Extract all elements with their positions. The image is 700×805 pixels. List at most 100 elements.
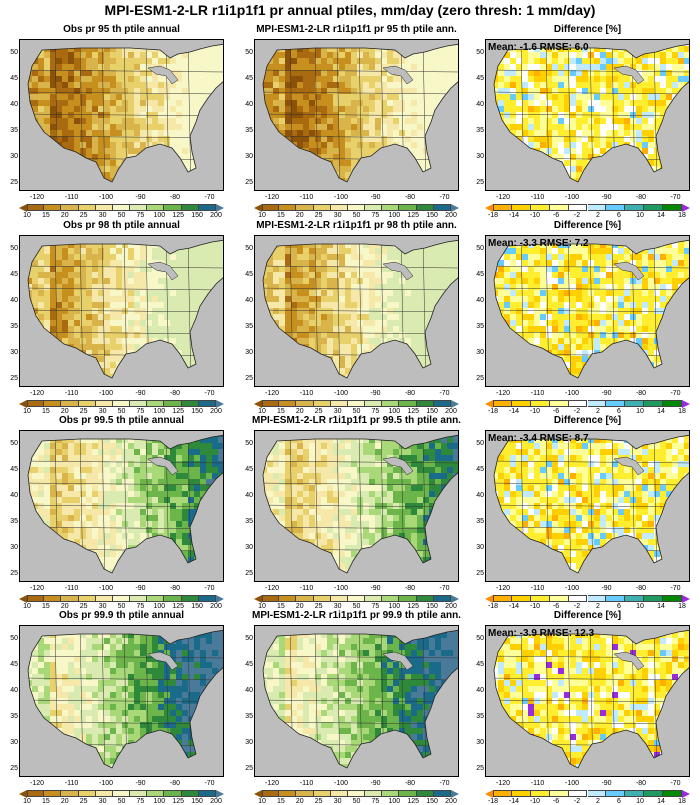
lon-tick-label: -90 [595,585,619,592]
colorbar-tick-label: 25 [309,212,329,219]
lon-tick-label: -90 [364,585,388,592]
colorbar-segment [130,400,147,407]
colorbar-segment [663,400,682,407]
colorbar-tick-label: 200 [206,603,226,610]
colorbar-tick-label: 14 [651,212,671,219]
colorbar-tick-label: 75 [365,408,385,415]
colorbar-segment [399,790,416,797]
map-graphic [486,236,690,387]
colorbar-segment [262,204,279,211]
colorbar-segment [79,790,96,797]
colorbar-tick-label: 14 [651,408,671,415]
lon-tick-label: -90 [129,585,153,592]
lon-tick-label: -120 [491,585,515,592]
colorbar-segment [399,595,416,602]
colorbar-tick-label: 20 [55,603,75,610]
lon-tick-label: -70 [664,194,688,201]
lon-tick-label: -120 [260,194,284,201]
lon-tick-label: -70 [433,194,457,201]
lon-tick-label: -120 [25,390,49,397]
lon-tick-label: -90 [129,390,153,397]
colorbar-segment [331,204,348,211]
colorbar-tick-label: -18 [483,603,503,610]
lat-tick-label: 45 [472,75,484,82]
stats-label: Mean: -3.9 RMSE: 12.3 [488,628,594,639]
panel-title: Obs pr 99.5 th ptile annual [4,415,239,426]
colorbar-tick-label: 125 [168,798,188,805]
lon-tick-label: -120 [260,780,284,787]
colorbar-tick-label: 75 [130,212,150,219]
colorbar-segment [182,204,199,211]
colorbar-tick-label: 15 [36,408,56,415]
colorbar-tick-label: 125 [403,408,423,415]
colorbar-segment [199,790,216,797]
lat-tick-label: 35 [6,323,18,330]
colorbar-segment [606,790,625,797]
lon-tick-label: -110 [295,194,319,201]
lat-tick-label: 30 [6,739,18,746]
colorbar-segment [348,400,365,407]
lat-tick-label: 40 [472,101,484,108]
lat-tick-label: 25 [241,570,253,577]
colorbar-segment [130,790,147,797]
map-graphic [20,626,224,777]
lat-tick-label: 50 [472,49,484,56]
colorbar-tick-label: 10 [252,408,272,415]
map-panel-model: MPI-ESM1-2-LR r1i1p1f1 pr 95 th ptile an… [254,24,459,218]
colorbar-tick-label: 100 [149,798,169,805]
page-title: MPI-ESM1-2-LR r1i1p1f1 pr annual ptiles,… [0,2,700,18]
colorbar-tick-label: 50 [347,212,367,219]
colorbar-low-arrow [254,204,262,212]
lat-tick-label: 45 [241,271,253,278]
colorbar-segment [588,204,607,211]
colorbar-low-arrow [19,204,27,212]
colorbar-segment [644,204,663,211]
colorbar-segment [382,790,399,797]
lat-tick-label: 25 [472,765,484,772]
colorbar-tick-label: 10 [252,212,272,219]
colorbar-tick-label: 20 [290,798,310,805]
colorbar-tick-label: 20 [55,212,75,219]
colorbar-tick-label: 30 [328,603,348,610]
colorbar-tick-label: 10 [252,603,272,610]
colorbar-segment [279,595,296,602]
colorbar-segment [531,595,550,602]
colorbar-tick-label: 10 [630,798,650,805]
map-panel-model: MPI-ESM1-2-LR r1i1p1f1 pr 99.5 th ptile … [254,415,459,609]
colorbar-segment [417,400,434,407]
lat-tick-label: 25 [6,179,18,186]
lon-tick-label: -110 [295,585,319,592]
colorbar-tick-label: 200 [206,798,226,805]
lon-tick-label: -90 [129,780,153,787]
lat-tick-label: 25 [6,570,18,577]
colorbar-tick-label: 100 [384,798,404,805]
colorbar-segment [182,400,199,407]
colorbar-tick-label: 20 [290,408,310,415]
lat-tick-label: 40 [241,101,253,108]
colorbar-segment [512,595,531,602]
lon-tick-label: -80 [163,194,187,201]
lat-tick-label: 35 [6,518,18,525]
colorbar-tick-label: 2 [588,212,608,219]
colorbar-segment [663,595,682,602]
colorbar-tick-label: 25 [74,212,94,219]
colorbar-tick-label: 125 [168,408,188,415]
lat-tick-label: 45 [472,661,484,668]
colorbar-segment [606,595,625,602]
colorbar-tick-label: 15 [36,603,56,610]
colorbar-tick-label: 10 [17,408,37,415]
colorbar-segment [164,595,181,602]
colorbar-tick-label: 10 [630,212,650,219]
map-area [254,39,459,191]
colorbar-segment [569,204,588,211]
lon-tick-label: -70 [433,390,457,397]
lon-tick-label: -70 [198,780,222,787]
colorbar-high-arrow [451,595,459,603]
colorbar-tick-label: 6 [609,212,629,219]
colorbar-segment [147,595,164,602]
colorbar-tick-label: 125 [403,603,423,610]
colorbar-segment [262,790,279,797]
colorbar-segment [625,204,644,211]
colorbar-tick-label: 20 [55,408,75,415]
